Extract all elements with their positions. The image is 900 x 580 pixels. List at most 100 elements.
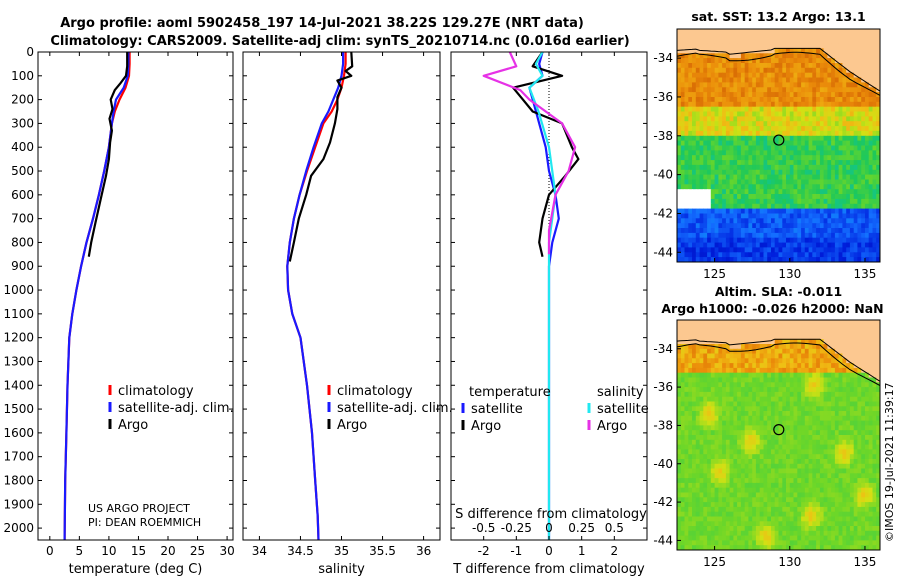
shelf-contour <box>677 51 880 96</box>
legend-label: satellite-adj. clim. <box>118 401 234 416</box>
plot-area <box>38 52 233 540</box>
x-tick-label: -1 <box>510 544 522 558</box>
series-line-satellite-adj-clim- <box>63 52 130 541</box>
x-tick-label: 0 <box>545 544 553 558</box>
y-tick-label: 500 <box>11 164 34 178</box>
map-frame <box>676 28 881 263</box>
s-tick-label: 0.5 <box>605 521 624 535</box>
profile-panel-difference: -2 -1 0 1 2 T difference from climatology -0.5… <box>450 51 648 577</box>
legend-label: satellite-adj. clim. <box>337 401 453 416</box>
x-tick-label: 34 <box>252 544 267 558</box>
y-tick-label: 300 <box>11 116 34 130</box>
series-line-salinity-argo <box>482 51 577 255</box>
x-tick-label: 130 <box>778 555 801 569</box>
map-frame <box>676 319 881 551</box>
y-tick-label: -40 <box>653 457 673 471</box>
y-tick-label: -38 <box>653 129 673 143</box>
series-line-satellite-adj-clim- <box>286 52 345 541</box>
map-title-line1: Altim. SLA: -0.011 <box>715 284 842 299</box>
s-tick-label: -0.5 <box>472 521 495 535</box>
y-tick-label: 1400 <box>3 378 34 392</box>
x-tick-label: 35.5 <box>369 544 396 558</box>
y-tick-label: -34 <box>653 342 673 356</box>
y-tick-label: -44 <box>653 533 673 547</box>
coastline <box>677 338 880 382</box>
x-tick-label: 25 <box>190 544 205 558</box>
map-title-line2: Argo h1000: -0.026 h2000: NaN <box>661 301 883 316</box>
map-field <box>677 29 880 262</box>
series-line-argo <box>87 52 129 257</box>
plot-frame <box>37 51 234 541</box>
map-sla_map: 125 130 135 -34 -36 -38 -40 -42 -44 Altim. SLA: -… <box>653 284 883 569</box>
y-tick-label: 1500 <box>3 402 34 416</box>
legend-label: Argo <box>597 419 627 434</box>
legend-label: Argo <box>118 418 148 433</box>
y-tick-label: -44 <box>653 245 673 259</box>
y-tick-label: 400 <box>11 140 34 154</box>
shelf-contour <box>677 342 880 387</box>
map-sst_map: 125 130 135 -34 -36 -38 -40 -42 -44 sat. SST: 13.… <box>653 9 881 281</box>
x-tick-label: 125 <box>703 555 726 569</box>
x-tick-label: 34.5 <box>287 544 314 558</box>
legend-label: Argo <box>337 418 367 433</box>
x-tick-label: 30 <box>219 544 234 558</box>
x-tick-label: -2 <box>478 544 490 558</box>
x-tick-label: 1 <box>578 544 586 558</box>
y-tick-label: 900 <box>11 259 34 273</box>
y-tick-label: -40 <box>653 168 673 182</box>
s-tick-label: 0 <box>545 521 553 535</box>
series-line-temperature-argo <box>511 51 580 257</box>
legend-label: Argo <box>471 419 501 434</box>
plot-area <box>243 52 440 540</box>
legend-salinity: climatology satellite-adj. clim. Argo <box>327 384 453 433</box>
legend-title-temperature: temperature <box>469 385 551 400</box>
project-label-line1: US ARGO PROJECT <box>88 502 190 515</box>
profile-panel-salinity: 34 34.5 35 35.5 36 salinity <box>242 51 441 577</box>
project-label-line2: PI: DEAN ROEMMICH <box>88 516 201 529</box>
y-tick-label: 200 <box>11 93 34 107</box>
legend-label: satellite <box>597 402 649 417</box>
y-tick-label: 600 <box>11 188 34 202</box>
coastline <box>677 47 880 92</box>
legend-label: climatology <box>118 384 194 399</box>
s-tick-label: 0.25 <box>568 521 595 535</box>
series-line-salinity-satellite <box>528 51 557 540</box>
y-tick-label: 1100 <box>3 307 34 321</box>
y-tick-label: 800 <box>11 235 34 249</box>
argo-position-marker <box>773 424 785 436</box>
y-tick-label: -42 <box>653 206 673 220</box>
x-tick-label: 135 <box>854 555 877 569</box>
y-tick-label: 1300 <box>3 354 34 368</box>
y-tick-label: -38 <box>653 418 673 432</box>
x-tick-label: 2 <box>611 544 619 558</box>
map-field <box>677 320 880 550</box>
s-axis-label: S difference from climatology <box>455 507 647 522</box>
y-tick-label: 700 <box>11 212 34 226</box>
x-tick-label: 20 <box>160 544 175 558</box>
legend-title-salinity: salinity <box>597 385 644 400</box>
series-line-argo <box>288 51 354 262</box>
y-tick-label: -36 <box>653 90 673 104</box>
y-tick-label: 1200 <box>3 331 34 345</box>
x-tick-label: 15 <box>131 544 146 558</box>
y-tick-label: 1700 <box>3 450 34 464</box>
legend-label: satellite <box>471 402 523 417</box>
map-title: sat. SST: 13.2 Argo: 13.1 <box>691 9 865 24</box>
x-axis-label: temperature (deg C) <box>69 562 203 577</box>
s-tick-label: -0.25 <box>501 521 532 535</box>
y-tick-label: 1000 <box>3 283 34 297</box>
y-tick-label: 2000 <box>3 521 34 535</box>
x-tick-label: 36 <box>416 544 431 558</box>
y-tick-label: 0 <box>26 45 34 59</box>
figure-title-line2: Climatology: CARS2009. Satellite-adj cli… <box>50 34 629 49</box>
x-tick-label: 10 <box>101 544 116 558</box>
argo-position-marker <box>773 134 785 146</box>
legend-difference: temperature salinity satellite Argo satellit… <box>461 385 649 434</box>
x-tick-label: 5 <box>76 544 84 558</box>
y-tick-label: 1900 <box>3 497 34 511</box>
imos-watermark: ©IMOS 19-Jul-2021 11:39:17 <box>883 382 896 542</box>
y-tick-label: -34 <box>653 51 673 65</box>
x-axis-label: salinity <box>318 562 365 577</box>
y-tick-label: 1600 <box>3 426 34 440</box>
